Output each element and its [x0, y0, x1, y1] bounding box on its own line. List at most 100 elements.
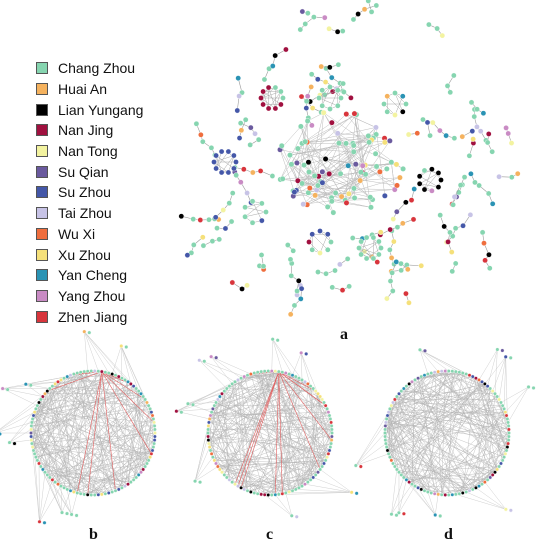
node — [30, 445, 35, 449]
node — [373, 124, 379, 131]
edge — [355, 443, 387, 466]
node — [231, 152, 237, 159]
node — [486, 265, 493, 271]
edge — [101, 371, 146, 400]
edge — [487, 393, 496, 480]
edge — [47, 474, 131, 483]
node — [207, 445, 212, 449]
edge — [52, 385, 139, 392]
node — [242, 374, 247, 379]
node — [265, 105, 272, 112]
node — [436, 492, 441, 497]
node — [40, 394, 45, 399]
edge — [478, 379, 498, 470]
node — [408, 197, 415, 203]
node — [495, 347, 500, 352]
node — [324, 246, 331, 253]
edge — [507, 386, 529, 423]
edge — [386, 418, 500, 467]
edge — [385, 443, 402, 476]
edge — [391, 477, 404, 515]
node — [128, 480, 133, 484]
node — [506, 427, 511, 432]
legend-item: Su Qian — [36, 161, 176, 182]
edge — [194, 466, 218, 482]
node — [322, 156, 329, 162]
node — [287, 256, 294, 263]
edge — [30, 432, 42, 467]
edge — [224, 460, 326, 476]
legend-item: Nan Jing — [36, 120, 176, 141]
node — [370, 234, 377, 241]
node — [453, 369, 458, 374]
node — [429, 491, 434, 495]
node — [410, 216, 417, 223]
node — [318, 467, 323, 472]
node — [65, 487, 70, 492]
edge — [275, 91, 282, 109]
edge — [60, 379, 148, 464]
node — [230, 480, 235, 484]
node — [248, 490, 253, 494]
edge — [268, 91, 282, 109]
node — [319, 179, 326, 186]
node — [37, 400, 41, 405]
edge — [42, 399, 146, 470]
node — [416, 485, 420, 490]
node — [468, 99, 475, 106]
edge — [300, 352, 303, 380]
edge — [384, 385, 488, 434]
node — [385, 413, 390, 418]
node — [469, 128, 476, 134]
edge — [34, 453, 81, 494]
node — [38, 464, 43, 469]
edge — [411, 381, 509, 444]
edge — [214, 418, 331, 461]
edge — [360, 241, 380, 255]
node — [383, 424, 388, 428]
node — [419, 487, 424, 492]
node — [393, 161, 400, 168]
edge — [392, 463, 485, 483]
legend-item: Su Zhou — [36, 182, 176, 203]
node — [210, 455, 215, 460]
node — [294, 160, 300, 166]
node — [384, 420, 388, 425]
node — [206, 424, 211, 428]
edge — [212, 408, 258, 494]
edge — [244, 378, 300, 490]
node — [383, 427, 388, 432]
circular-graph-c — [174, 337, 359, 519]
node — [439, 32, 446, 39]
edge — [331, 200, 371, 208]
node — [329, 284, 336, 291]
node — [392, 464, 397, 469]
node — [134, 386, 139, 391]
node — [311, 386, 316, 391]
node — [320, 397, 325, 402]
node — [229, 190, 236, 196]
node — [298, 285, 305, 292]
node — [288, 273, 295, 279]
node — [193, 479, 198, 484]
node — [350, 16, 357, 23]
node — [252, 491, 257, 495]
edge — [84, 331, 109, 374]
node — [32, 410, 37, 415]
edge — [388, 412, 410, 483]
edge — [34, 375, 116, 413]
node — [474, 376, 478, 381]
node — [214, 400, 218, 405]
node — [313, 473, 318, 477]
edge — [388, 372, 432, 413]
node — [505, 130, 512, 137]
node — [152, 441, 156, 446]
node — [404, 384, 409, 389]
node — [399, 93, 406, 100]
node — [497, 397, 502, 402]
node — [467, 373, 472, 378]
node — [345, 162, 352, 169]
edge — [431, 372, 509, 441]
edge — [272, 339, 293, 376]
edge — [394, 399, 460, 494]
